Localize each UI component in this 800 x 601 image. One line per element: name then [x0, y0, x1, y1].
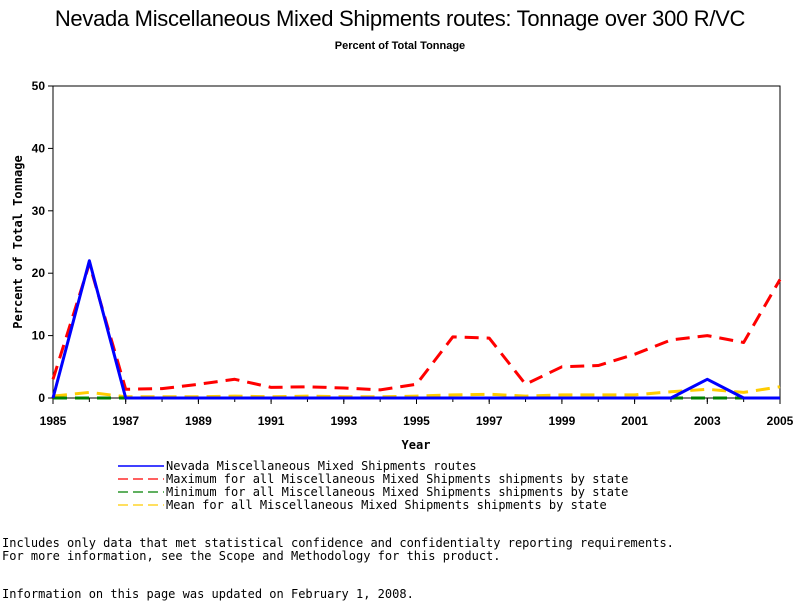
plot-area-frame [52, 85, 781, 399]
legend-swatch [118, 478, 164, 480]
x-tick-label: 1987 [112, 414, 139, 428]
legend-swatch [118, 491, 164, 493]
x-tick-label: 1985 [40, 414, 67, 428]
x-axis: 1985 1987 1989 1991 1993 1995 1997 1999 2001 2003… [40, 398, 794, 428]
series-maximum [51, 262, 782, 392]
footnote-methodology: For more information, see the Scope and … [2, 549, 501, 563]
x-tick-label: 2005 [767, 414, 794, 428]
series-layer [51, 259, 782, 400]
footnote-confidentiality: Includes only data that met statistical … [2, 536, 674, 550]
series-nevada-routes [51, 259, 780, 400]
legend-swatch [118, 465, 164, 467]
footnote-updated: Information on this page was updated on … [2, 587, 414, 601]
legend-label: Minimum for all Miscellaneous Mixed Ship… [166, 485, 629, 499]
x-tick-label: 1995 [403, 414, 430, 428]
y-axis-title: Percent of Total Tonnage [11, 155, 25, 328]
x-tick-label: 1999 [549, 414, 576, 428]
chart-title: Nevada Miscellaneous Mixed Shipments rou… [54, 6, 746, 31]
y-tick-label: 40 [32, 141, 46, 155]
chart-subtitle: Percent of Total Tonnage [334, 40, 466, 52]
x-tick-label: 1991 [258, 414, 285, 428]
y-tick-label: 10 [32, 329, 46, 343]
legend-label: Maximum for all Miscellaneous Mixed Ship… [166, 472, 629, 486]
legend-label: Mean for all Miscellaneous Mixed Shipmen… [166, 498, 607, 512]
y-tick-label: 20 [32, 266, 46, 280]
x-axis-title: Year [402, 438, 431, 452]
x-tick-label: 1989 [185, 414, 212, 428]
legend-swatch [118, 504, 164, 506]
y-tick-label: 0 [38, 391, 45, 405]
legend-label: Nevada Miscellaneous Mixed Shipments rou… [166, 459, 477, 473]
x-tick-label: 1997 [476, 414, 503, 428]
x-tick-label: 2003 [694, 414, 721, 428]
line-chart: 0 10 20 30 40 50 1985 1987 1989 1991 1993 1995 1997… [11, 79, 794, 452]
y-tick-label: 30 [32, 204, 46, 218]
y-tick-label: 50 [32, 79, 46, 93]
y-axis: 0 10 20 30 40 50 [32, 79, 53, 405]
x-tick-label: 1993 [330, 414, 357, 428]
x-tick-label: 2001 [621, 414, 648, 428]
